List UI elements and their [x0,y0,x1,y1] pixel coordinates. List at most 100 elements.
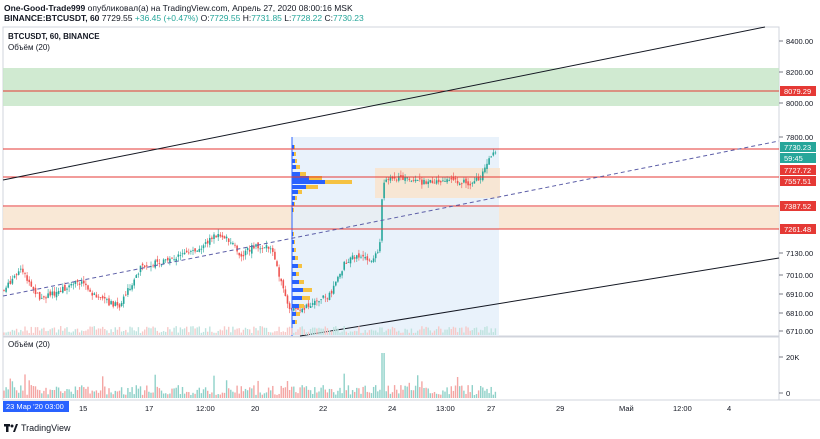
volume-bar [318,391,320,398]
volume-bar [53,390,56,398]
volume-bar [362,386,364,398]
overlay-volume-bar [490,328,492,335]
overlay-volume-bar [26,330,28,335]
overlay-volume-bar [288,326,291,335]
volume-bar [165,393,167,398]
volume-bar [51,390,53,398]
overlay-volume-bar [181,329,184,335]
candle-body [484,167,486,173]
overlay-volume-bar [318,327,320,335]
candle-body [34,287,37,295]
candle-body [444,181,446,182]
volume-bar [62,392,64,398]
volume-bar [305,386,308,398]
overlay-volume-bar [158,332,161,335]
overlay-volume-bar [456,332,459,335]
volume-bar [284,387,287,398]
candle-body [448,179,450,181]
volume-profile-buy [292,172,300,176]
overlay-volume-bar [108,332,110,335]
volume-bar [146,385,148,398]
volume-overlay-label: Объём (20) [8,43,50,52]
overlay-volume-bar [114,327,116,335]
candle-body [318,301,320,303]
time-axis[interactable]: 23 Мар '20 03:00 15 17 12:00 20 22 24 13:00 27 29… [3,401,731,413]
candle-body [106,299,108,301]
time-tick-label: 20 [251,404,259,413]
overlay-volume-bar [452,326,455,335]
candle-body [347,262,350,263]
volume-bar [240,386,242,398]
candle-body [406,177,408,179]
overlay-volume-bar [97,328,100,335]
candle-body [490,156,492,158]
volume-bar [106,394,108,398]
volume-bar [43,390,45,398]
volume-bar [186,391,188,398]
candle-body [160,264,163,266]
candle-body [68,285,70,288]
volume-bar [129,391,131,398]
overlay-volume-bar [11,329,14,335]
candle-body [11,278,14,284]
candle-body [276,261,278,267]
volume-bar [435,393,438,398]
candle-body [332,285,335,294]
overlay-volume-bar [53,327,56,335]
overlay-volume-bar [265,327,268,335]
candle-body [454,177,457,180]
candle-body [416,180,419,181]
volume-axis: 20K 0 [779,353,799,398]
overlay-volume-bar [486,326,488,335]
volume-profile-buy [292,304,299,308]
volume-bar [78,386,81,398]
overlay-volume-bar [484,326,486,335]
overlay-volume-bar [379,327,381,335]
volume-bar [328,388,331,398]
candle-body [358,253,360,258]
low-label: L: [284,13,292,23]
volume-bar [257,380,259,398]
volume-bar [36,389,39,398]
candle-body [431,180,434,183]
overlay-volume-bar [385,330,387,335]
overlay-volume-bar [39,330,41,335]
last-price: 7729.55 [101,13,133,23]
price-axis[interactable]: 8400.00 8200.00 8000.00 7800.00 7130.00 7010.… [779,37,813,336]
volume-bar [70,391,72,398]
time-tick-label: 13:00 [436,404,455,413]
price-label-bg [780,201,816,211]
price-tick-label: 6910.00 [786,290,813,299]
volume-bar [202,389,205,398]
volume-bar [431,393,434,398]
volume-pane-title: Объём (20) [8,340,50,349]
volume-bar [396,389,398,398]
candle-body [339,273,341,278]
price-label: 8079.29 [784,87,811,96]
overlay-volume-bar [408,332,410,335]
volume-bar [381,353,383,398]
open-value: 7729.55 [209,13,241,23]
volume-bar [433,391,436,398]
volume-bar [288,389,291,398]
candle-body [374,253,377,259]
volume-profile-buy [292,165,296,169]
volume-profile-sell [294,202,295,206]
candle-body [177,254,180,257]
candle-body [345,262,348,264]
overlay-volume-bar [377,332,379,335]
volume-bar [207,390,209,398]
candle-body [488,158,490,165]
candle-body [419,178,421,180]
volume-bar [173,388,175,398]
candle-body [213,234,215,239]
candle-body [265,245,268,249]
overlay-volume-bar [55,332,58,335]
volume-bar [198,387,200,398]
author-name: One-Good-Trade999 [4,3,86,13]
volume-bar [473,394,476,398]
footer-brand[interactable]: TradingView [4,423,71,433]
candle-body [156,259,159,262]
candle-body [198,248,201,252]
